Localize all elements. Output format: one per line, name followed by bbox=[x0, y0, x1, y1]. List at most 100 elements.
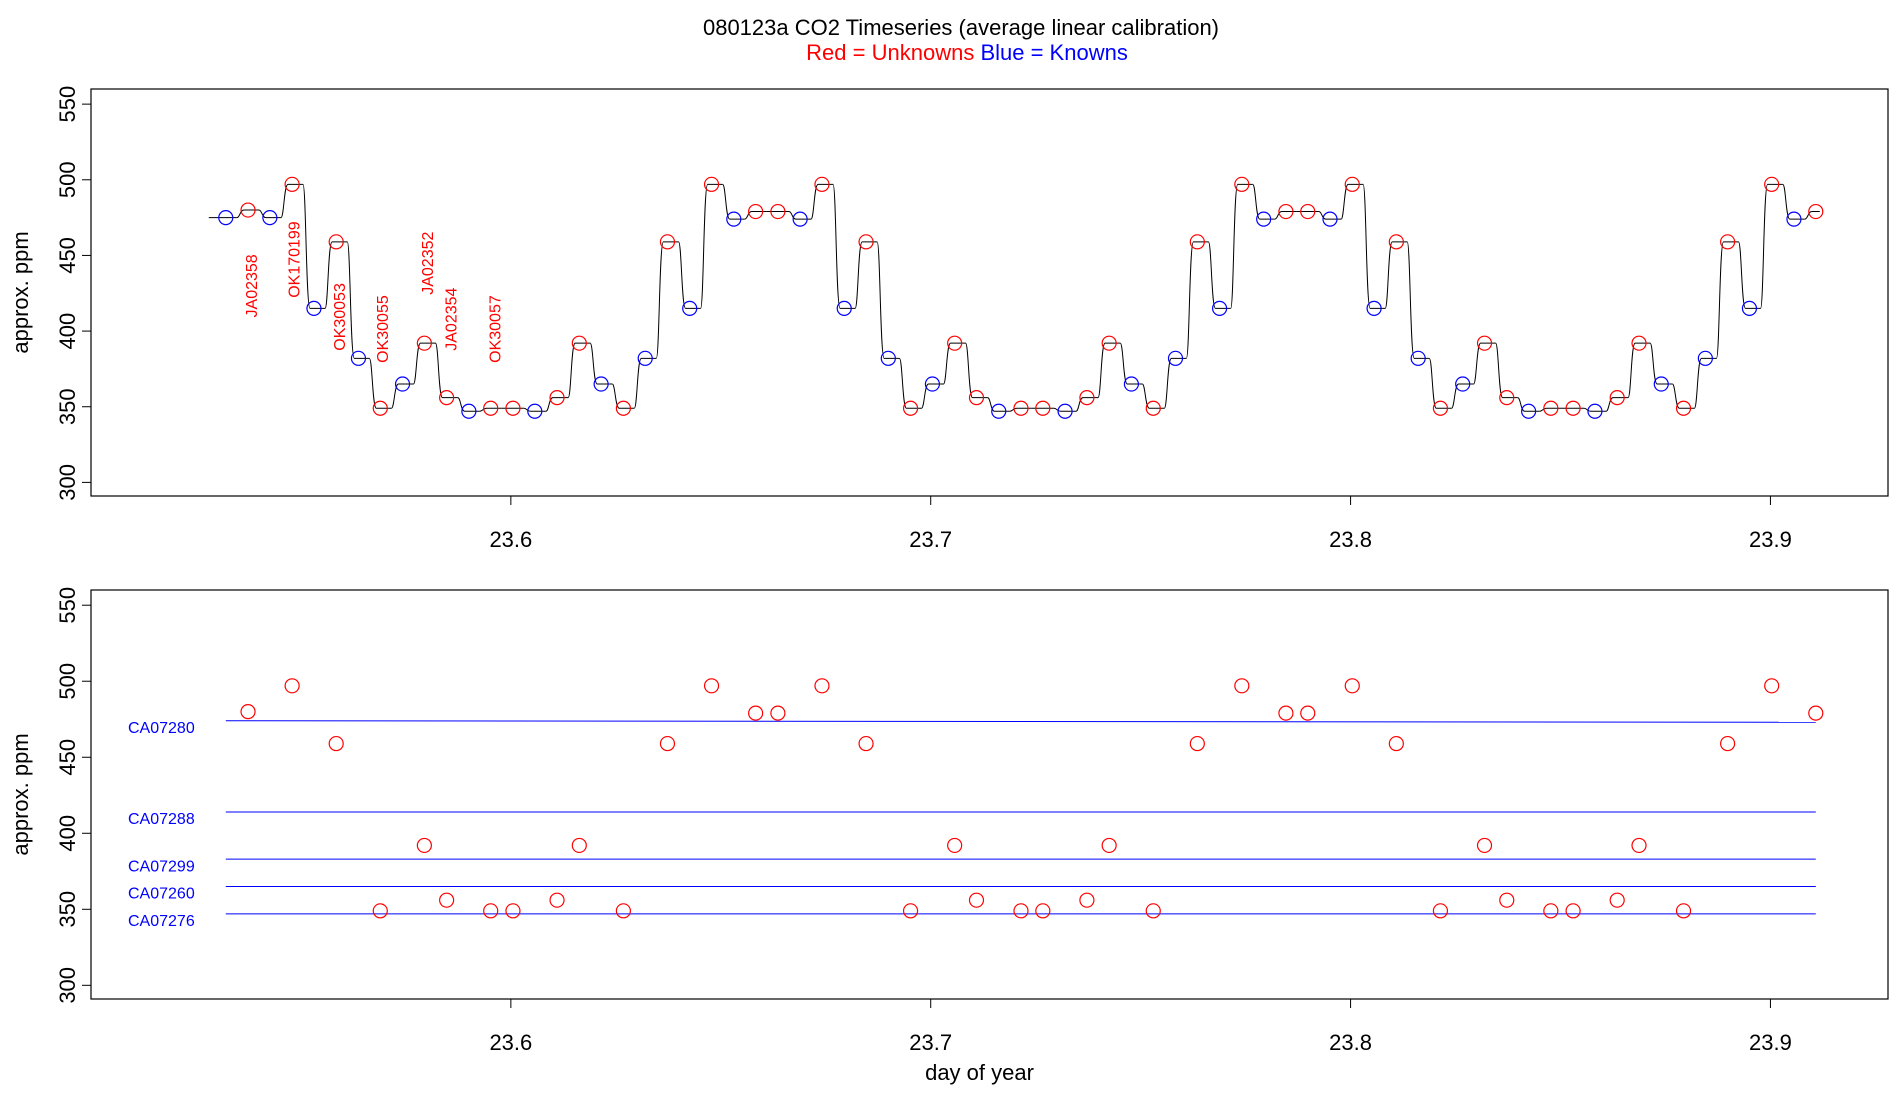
y-tick-label: 300 bbox=[55, 464, 80, 501]
data-point bbox=[615, 903, 631, 919]
data-point bbox=[1499, 390, 1515, 406]
data-point bbox=[262, 210, 278, 226]
trace-step bbox=[1384, 241, 1408, 309]
data-point bbox=[968, 390, 985, 406]
data-point bbox=[1631, 335, 1647, 351]
data-point bbox=[1344, 176, 1360, 192]
x-tick-label: 23.6 bbox=[489, 527, 532, 552]
y-axis-label: approx. ppm bbox=[8, 231, 33, 353]
data-point bbox=[968, 892, 985, 908]
trace-step bbox=[589, 342, 613, 385]
x-tick-label: 23.6 bbox=[489, 1030, 532, 1055]
data-point bbox=[1101, 837, 1117, 854]
trace-step bbox=[1053, 407, 1076, 412]
y-tick-label: 450 bbox=[55, 739, 80, 776]
trace-step bbox=[1075, 397, 1099, 412]
data-point bbox=[991, 403, 1007, 419]
trace-step bbox=[1340, 183, 1364, 220]
sample-label: JA02358 bbox=[244, 254, 261, 317]
data-point bbox=[1432, 400, 1449, 416]
y-axis-label: approx. ppm bbox=[8, 733, 33, 855]
trace-step bbox=[898, 357, 922, 409]
legend-entry: Blue = Knowns bbox=[980, 40, 1127, 65]
trace-step bbox=[1252, 183, 1275, 220]
data-point bbox=[1388, 234, 1404, 250]
sample-label: OK30053 bbox=[332, 283, 349, 351]
data-point bbox=[571, 837, 587, 854]
data-point bbox=[527, 403, 543, 419]
data-point bbox=[1234, 176, 1250, 192]
trace-step bbox=[435, 342, 458, 399]
trace-step bbox=[258, 209, 281, 219]
legend: Red = Unknowns Blue = Knowns bbox=[806, 40, 1128, 65]
data-point bbox=[240, 202, 256, 218]
data-point bbox=[615, 400, 631, 416]
trace-step bbox=[1473, 342, 1496, 385]
trace-step bbox=[1495, 342, 1518, 399]
data-point bbox=[1167, 350, 1184, 366]
data-point bbox=[637, 350, 653, 366]
y-tick-label: 400 bbox=[55, 313, 80, 350]
trace-step bbox=[479, 407, 502, 412]
reference-label: CA07260 bbox=[128, 886, 195, 903]
data-point bbox=[1145, 400, 1161, 416]
y-tick-label: 350 bbox=[55, 891, 80, 928]
trace-step bbox=[1274, 211, 1297, 220]
data-point bbox=[1675, 903, 1692, 919]
data-point bbox=[1211, 300, 1228, 316]
data-point bbox=[1256, 211, 1272, 227]
data-point bbox=[814, 176, 830, 192]
data-point bbox=[1543, 400, 1559, 416]
data-point bbox=[1764, 678, 1780, 694]
trace-step bbox=[1141, 383, 1165, 409]
data-point bbox=[1631, 837, 1647, 854]
x-tick-label: 23.8 bbox=[1329, 1030, 1372, 1055]
y-tick-label: 400 bbox=[55, 815, 80, 852]
y-tick-label: 300 bbox=[55, 967, 80, 1004]
reference-line bbox=[225, 720, 1816, 723]
data-point bbox=[1344, 678, 1360, 694]
data-point bbox=[1189, 735, 1205, 752]
trace-step bbox=[1406, 241, 1430, 359]
data-point bbox=[394, 376, 411, 392]
trace-step bbox=[236, 209, 259, 219]
data-point bbox=[1013, 400, 1029, 416]
data-point bbox=[1278, 203, 1294, 220]
chart-title: 080123a CO2 Timeseries (average linear c… bbox=[703, 15, 1219, 40]
data-point bbox=[1476, 837, 1493, 854]
trace-step bbox=[412, 342, 436, 385]
data-point bbox=[1720, 735, 1736, 752]
trace-step bbox=[1627, 342, 1651, 399]
data-point bbox=[1278, 705, 1294, 721]
data-point bbox=[1035, 903, 1051, 919]
data-point bbox=[461, 403, 477, 419]
data-point bbox=[1101, 335, 1117, 351]
sample-label: OK170199 bbox=[287, 221, 304, 298]
x-tick-label: 23.7 bbox=[909, 527, 952, 552]
data-point bbox=[1234, 678, 1250, 694]
trace-step bbox=[744, 211, 767, 220]
data-point bbox=[770, 705, 786, 721]
trace-step bbox=[832, 183, 856, 309]
trace-step bbox=[280, 183, 304, 219]
trace-step bbox=[1738, 241, 1761, 309]
data-point bbox=[549, 390, 565, 406]
sample-label: JA02352 bbox=[420, 232, 437, 295]
trace-step bbox=[1207, 241, 1231, 309]
trace-step bbox=[678, 241, 701, 309]
data-point bbox=[1035, 400, 1051, 416]
data-point bbox=[947, 335, 963, 351]
trace-step bbox=[1009, 407, 1032, 412]
data-point bbox=[328, 234, 344, 250]
data-point bbox=[748, 705, 764, 721]
data-point bbox=[1609, 390, 1625, 406]
data-point bbox=[1013, 903, 1029, 919]
data-point bbox=[284, 678, 300, 694]
data-point bbox=[1720, 234, 1736, 250]
data-point bbox=[328, 735, 344, 752]
trace-step bbox=[788, 211, 812, 220]
trace-step bbox=[457, 397, 480, 412]
trace-step bbox=[854, 241, 878, 309]
data-point bbox=[1520, 403, 1537, 419]
